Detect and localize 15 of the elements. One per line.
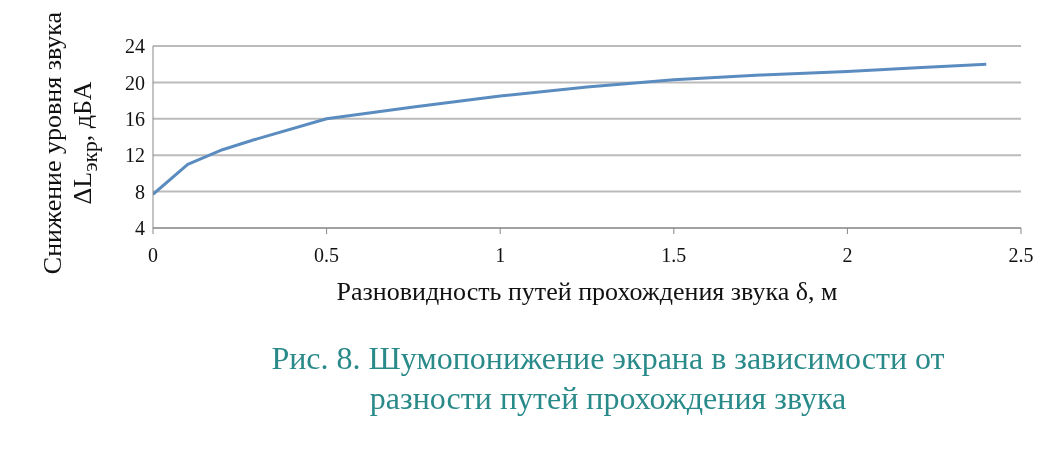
x-tick-label: 1 <box>495 244 506 267</box>
x-tick-label: 2.5 <box>1008 244 1034 267</box>
x-tick-label: 0 <box>148 244 158 267</box>
y-tick-label: 8 <box>135 180 145 203</box>
line-series <box>153 62 988 196</box>
y-tick-label: 16 <box>125 107 145 130</box>
text: Рис. 8. Шумопонижение экрана в зависимости от разности путей прохождения звука <box>270 339 946 418</box>
x-tick-label: 1.5 <box>661 244 687 267</box>
x-tick-label: 2 <box>842 244 853 267</box>
x-axis-title: Разновидность путей прохождения звука δ, м <box>336 277 838 306</box>
y-tick-label: 12 <box>125 144 145 167</box>
y-tick-label: 4 <box>135 217 145 240</box>
x-tick-label: 0.5 <box>314 244 340 267</box>
y-tick-label: 20 <box>125 71 145 94</box>
y-tick-label: 24 <box>125 35 145 58</box>
